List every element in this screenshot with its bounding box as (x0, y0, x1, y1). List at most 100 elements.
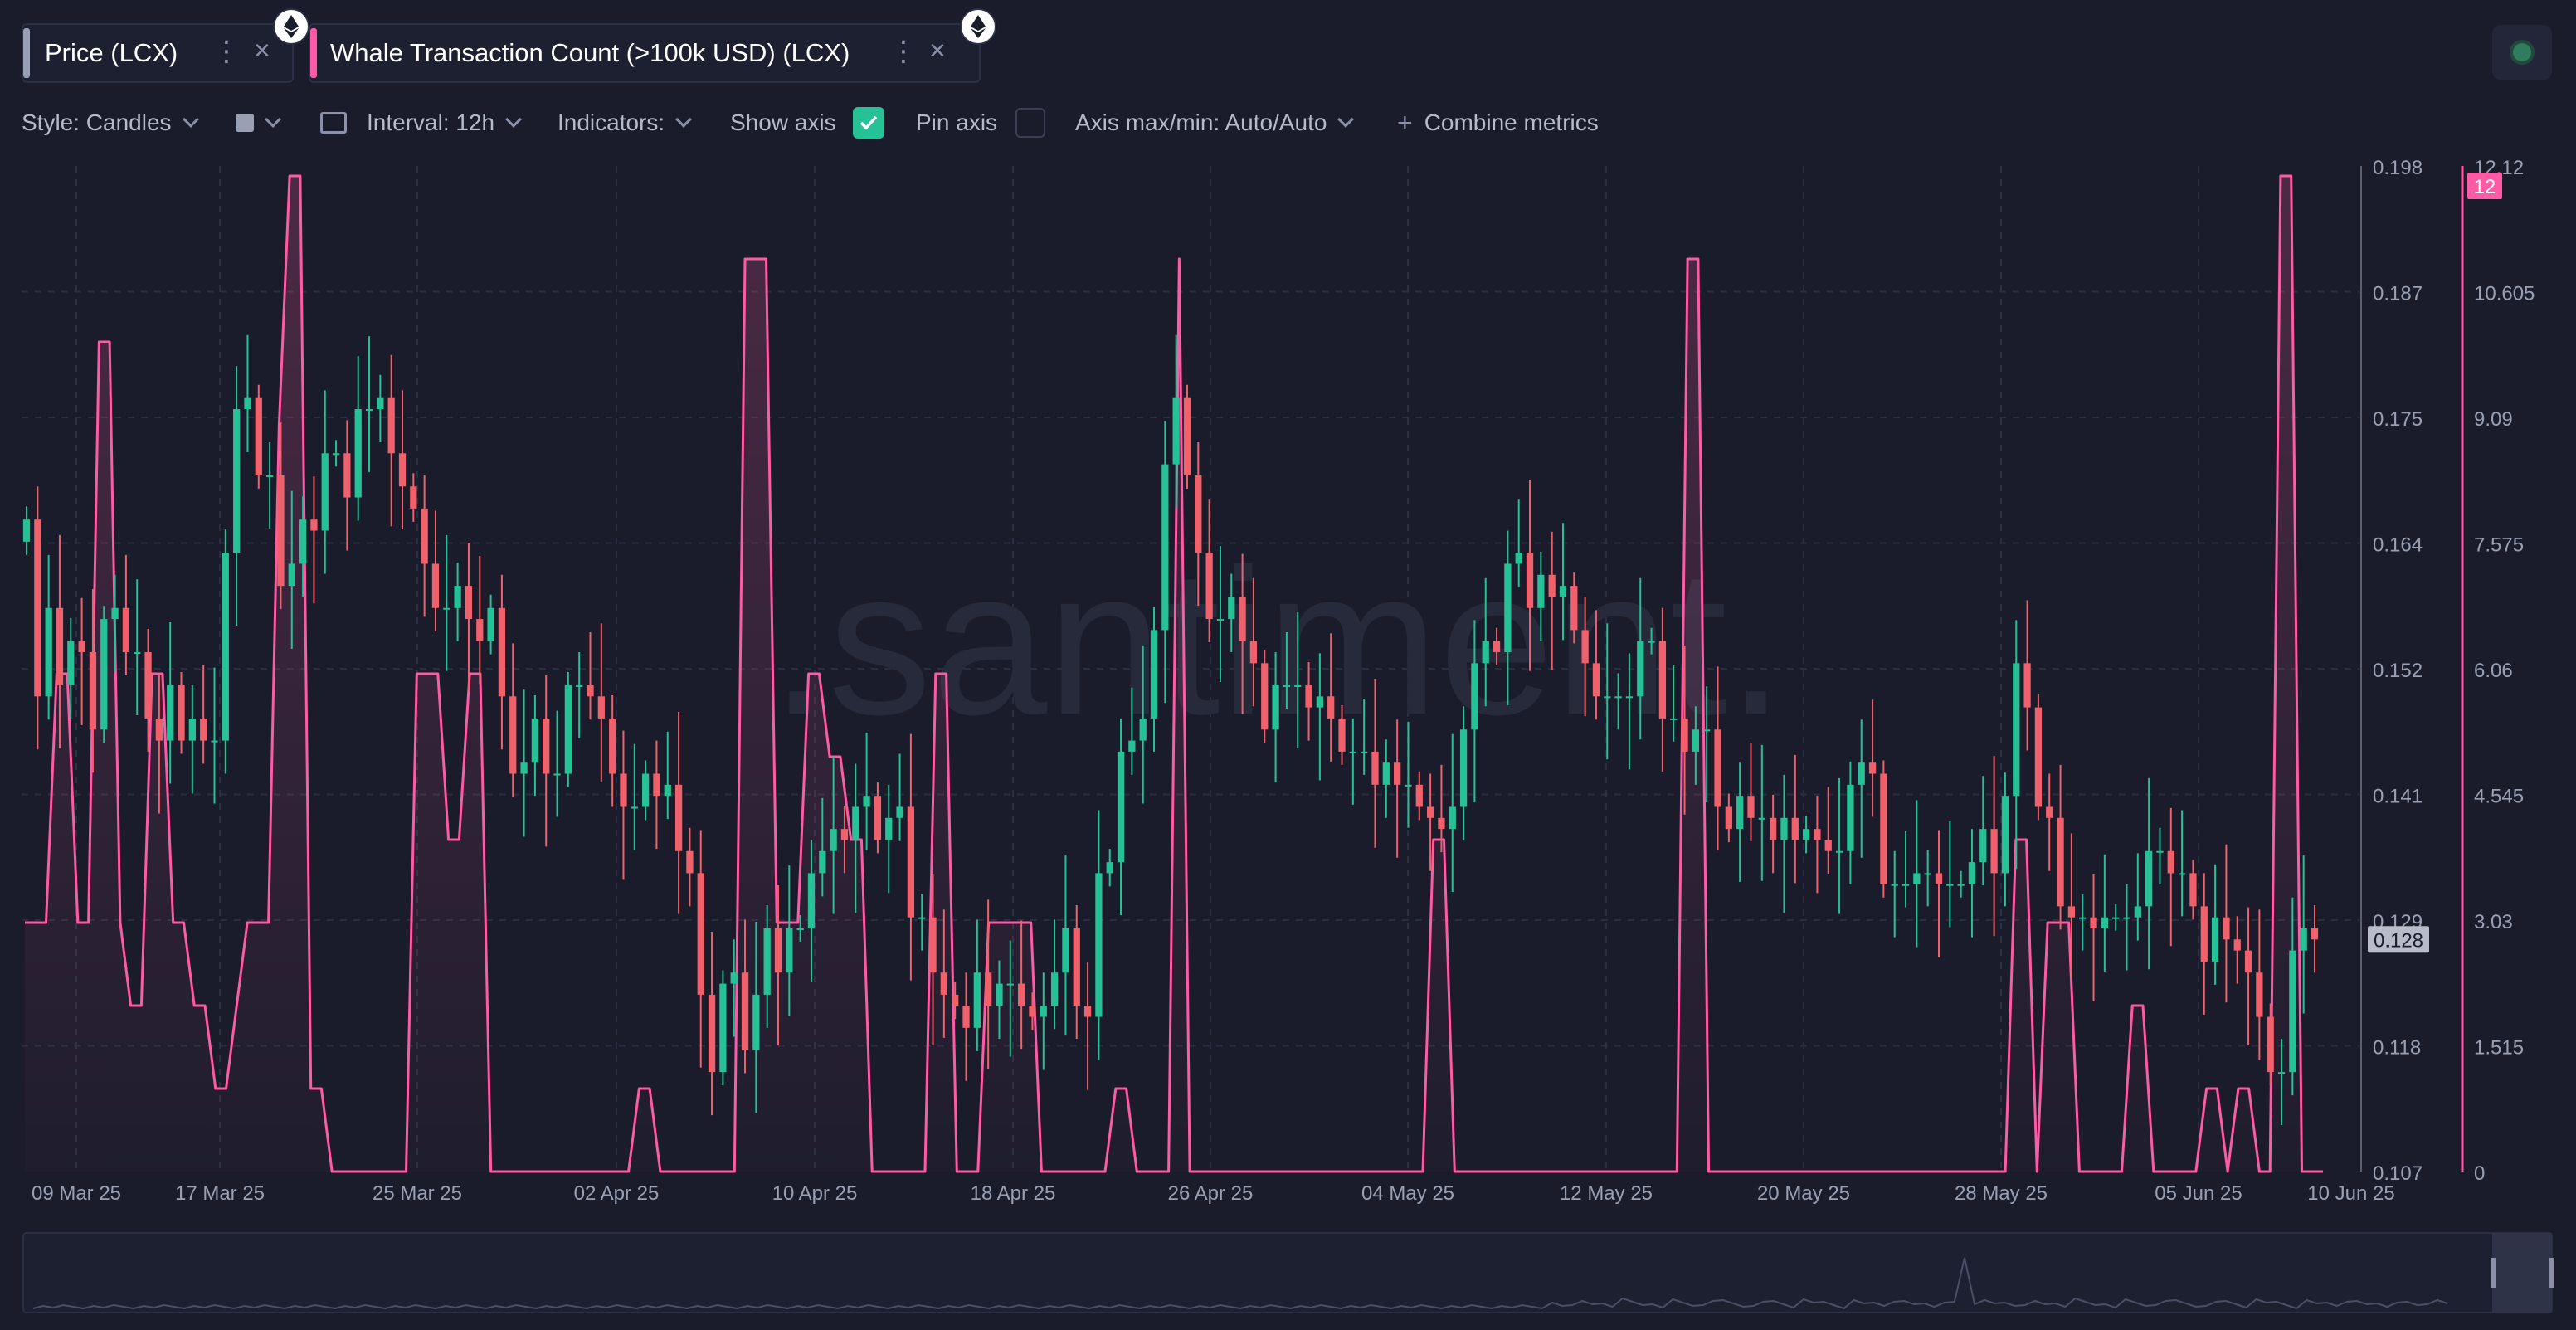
ethereum-icon (960, 8, 996, 45)
candle (1183, 384, 1191, 489)
candle (896, 753, 903, 841)
candle-body (1858, 762, 1865, 785)
candle (377, 374, 384, 442)
close-icon[interactable]: × (929, 35, 946, 66)
candle-body (796, 928, 804, 930)
candle-body (1968, 862, 1976, 884)
x-tick-label: 17 Mar 25 (175, 1182, 265, 1205)
more-options-icon[interactable]: ⋮ (212, 36, 241, 67)
x-tick-label: 26 Apr 25 (1168, 1182, 1254, 1205)
whale-current-badge (2467, 173, 2502, 199)
candle-body (1272, 684, 1279, 730)
candle (1537, 551, 1545, 641)
candle (387, 354, 395, 527)
candle (1493, 627, 1501, 666)
candle-body (1117, 751, 1125, 863)
candle-body (863, 796, 870, 807)
close-icon[interactable]: × (254, 35, 270, 66)
candle (1471, 620, 1478, 803)
candle-body (299, 519, 307, 564)
candle-body (1814, 829, 1821, 840)
combine-metrics-label: Combine metrics (1424, 110, 1599, 135)
combine-metrics-button[interactable]: + Combine metrics (1397, 106, 1599, 139)
candle-body (520, 762, 528, 774)
candle (2156, 827, 2164, 884)
candle-body (1802, 829, 1810, 840)
candle-body (1073, 928, 1080, 1006)
candle (2034, 694, 2043, 821)
candle-body (885, 817, 893, 840)
show-axis-toggle[interactable]: Show axis (730, 106, 884, 139)
candle (609, 694, 616, 807)
price-current-badge (2368, 926, 2429, 953)
candle-body (2256, 972, 2263, 1017)
candle-body (211, 740, 218, 743)
x-tick-label: 18 Apr 25 (971, 1182, 1056, 1205)
candle-body (786, 928, 793, 973)
candle-body (952, 994, 959, 1006)
candle-body (233, 409, 241, 553)
tab-price-lcx[interactable]: Price (LCX) ⋮ × (22, 23, 294, 83)
style-dropdown[interactable]: Style: Candles (22, 106, 199, 139)
price-tick-label: 0.107 (2373, 1162, 2423, 1185)
candle (1128, 687, 1136, 775)
axis-maxmin-dropdown[interactable]: Axis max/min: Auto/Auto (1075, 106, 1355, 139)
candle-body (509, 696, 517, 774)
candle (1604, 623, 1611, 760)
candle (1426, 773, 1434, 871)
whale-current-value: 12 (2474, 176, 2496, 198)
candle (631, 743, 638, 850)
candle (265, 441, 274, 529)
interval-dropdown[interactable]: Interval: 12h (320, 106, 523, 139)
checkbox-unchecked-icon[interactable] (1015, 108, 1046, 138)
candle-body (1515, 553, 1522, 564)
candle-body (2145, 850, 2153, 907)
candle (178, 671, 185, 754)
candle (167, 622, 174, 784)
candle (398, 390, 407, 530)
calendar-icon (320, 112, 347, 134)
candle (1791, 754, 1799, 884)
candle-body (641, 773, 650, 807)
candle (465, 543, 473, 692)
candle (1758, 744, 1765, 881)
candle (1957, 870, 1965, 898)
navigator-sparkline (32, 1257, 2448, 1310)
candle (509, 643, 517, 797)
checkbox-checked-icon[interactable] (852, 107, 884, 139)
candle-body (377, 397, 384, 410)
color-dropdown[interactable] (236, 106, 281, 139)
ethereum-icon (273, 8, 309, 45)
candle (2244, 907, 2252, 1046)
candle-body (1449, 806, 1456, 830)
candle-body (2023, 663, 2031, 708)
candle (996, 960, 1003, 1040)
tab-whale-transaction-count[interactable]: Whale Transaction Count (>100k USD) (LCX… (309, 23, 981, 83)
candle (122, 554, 130, 675)
candle (1913, 800, 1921, 948)
candle-body (244, 397, 251, 410)
candle-body (1249, 641, 1258, 664)
whale-tick-label: 7.575 (2474, 534, 2524, 557)
candle-body (1924, 873, 1931, 875)
candle-body (631, 806, 638, 809)
candle-body (1902, 884, 1910, 886)
indicators-dropdown[interactable]: Indicators: (558, 106, 693, 139)
candle (1449, 733, 1456, 893)
candle (299, 496, 307, 597)
candle-body (2046, 806, 2053, 818)
pin-axis-toggle[interactable]: Pin axis (916, 106, 1046, 139)
candle (741, 919, 749, 1074)
candle-body (122, 607, 130, 653)
candle-body (763, 928, 771, 995)
more-options-icon[interactable]: ⋮ (889, 36, 918, 67)
status-toggle[interactable] (2492, 25, 2552, 80)
candle (1559, 523, 1567, 641)
candle (973, 919, 981, 1051)
candle (1714, 666, 1721, 850)
candle (2145, 777, 2153, 970)
candle-body (111, 607, 119, 620)
candle-body (918, 917, 926, 919)
candle (2189, 860, 2197, 920)
